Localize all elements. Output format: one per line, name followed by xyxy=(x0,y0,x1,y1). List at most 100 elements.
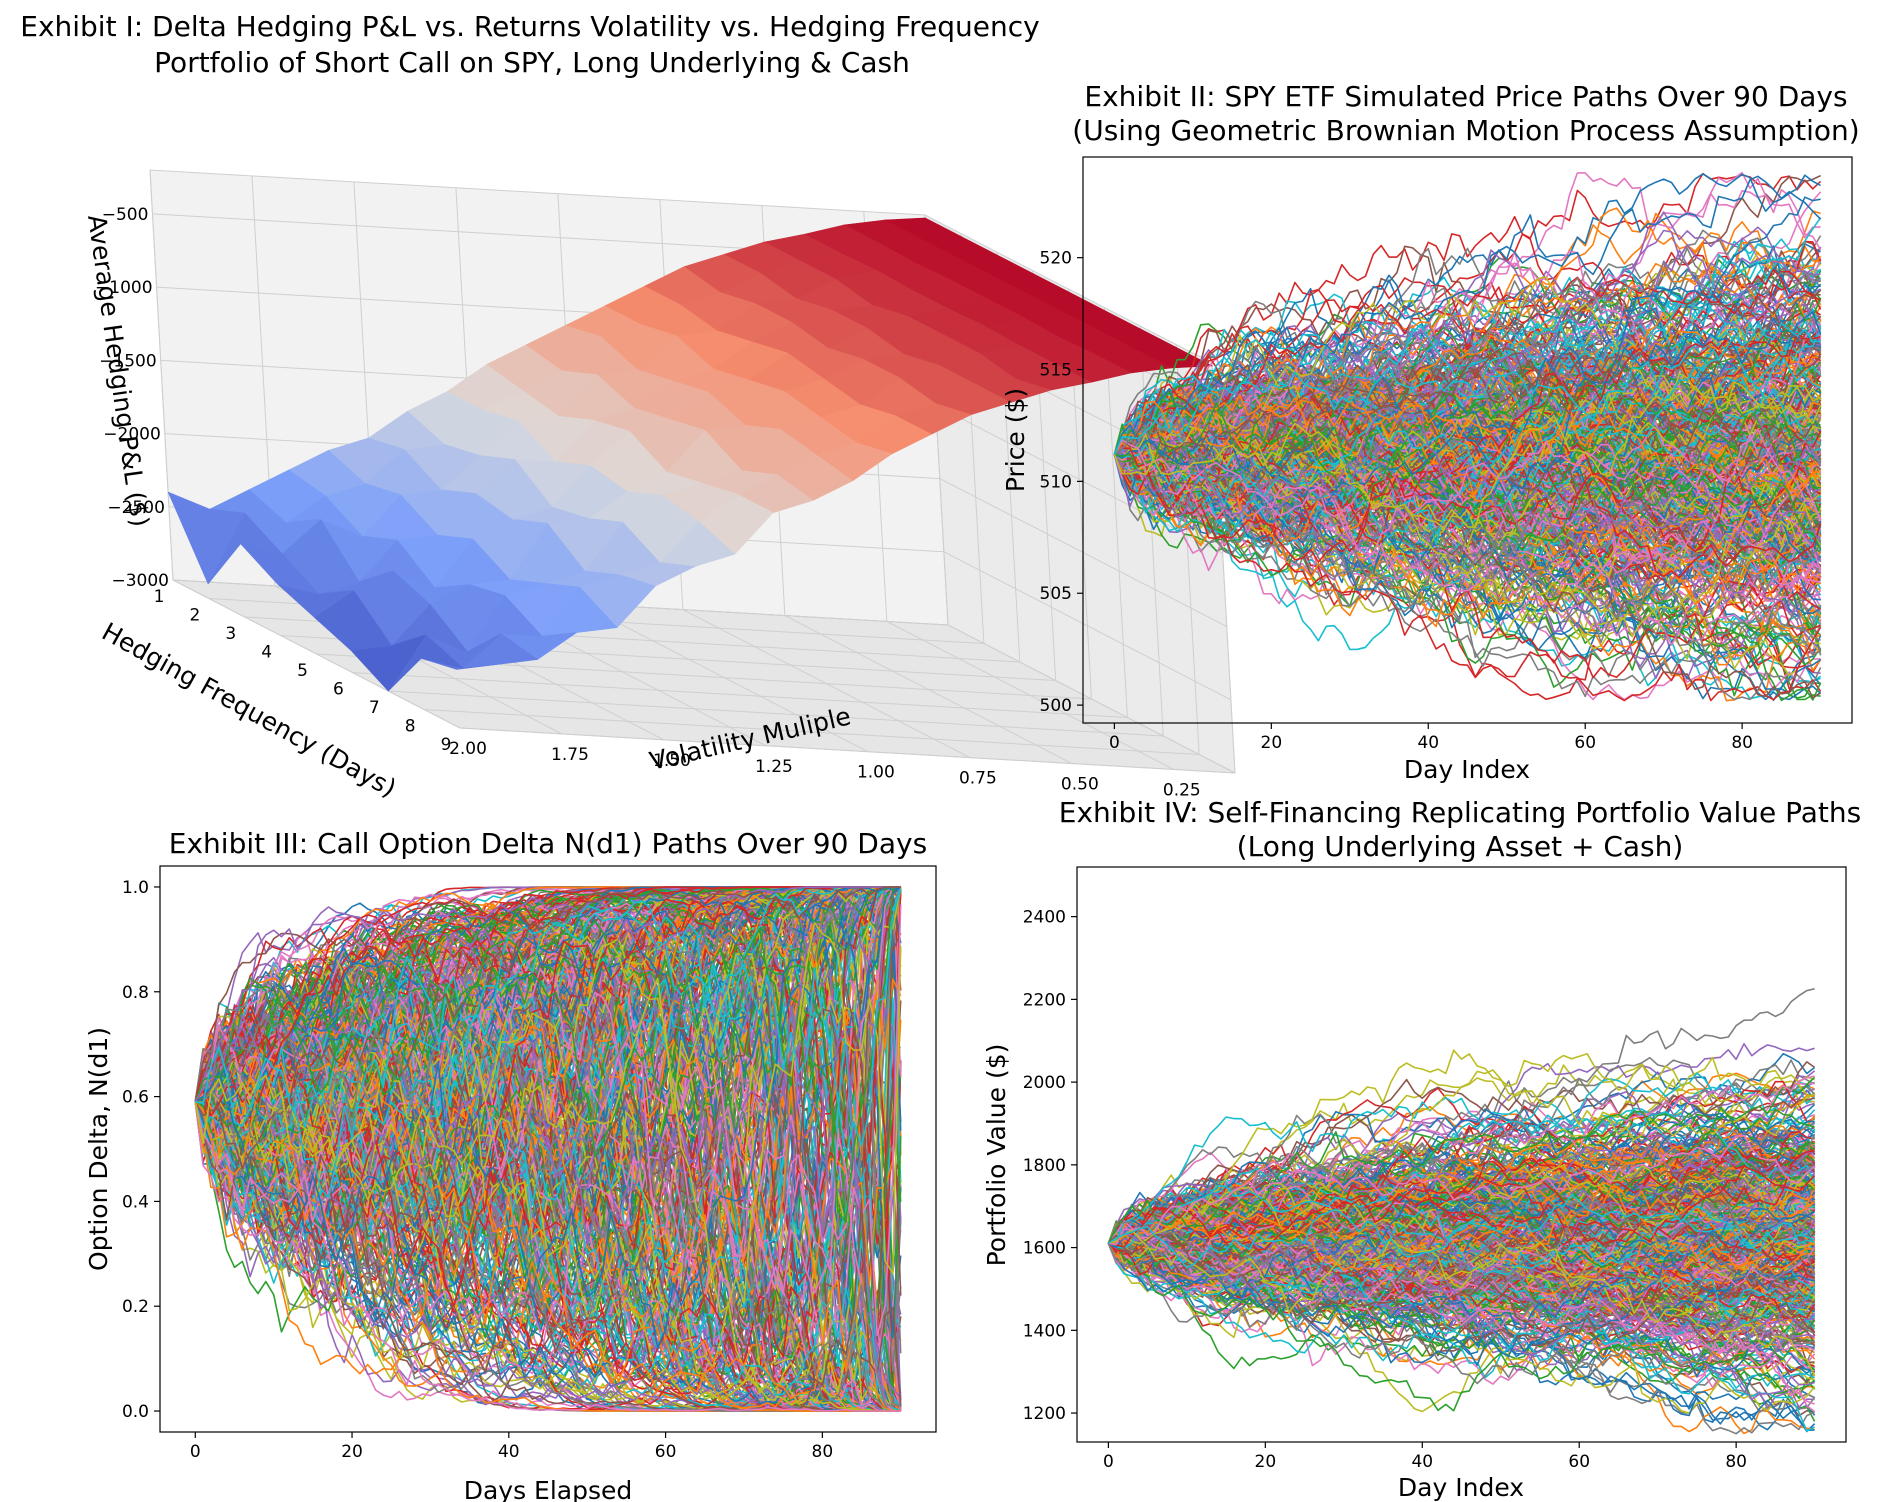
series-line xyxy=(1107,1133,1816,1258)
exhibit3-xlabel: Days Elapsed xyxy=(464,1476,633,1502)
exhibit3-line-chart: Exhibit III: Call Option Delta N(d1) Pat… xyxy=(84,827,937,1502)
y-tick-label: 1.00 xyxy=(857,763,895,783)
y-tick-label: 520 xyxy=(1040,249,1072,269)
series-line xyxy=(1108,1049,1815,1245)
series-line xyxy=(1113,322,1821,455)
series-line xyxy=(1108,1160,1815,1284)
series-line xyxy=(1107,1148,1815,1250)
series-line xyxy=(1108,1242,1815,1385)
series-line xyxy=(194,886,901,1307)
series-line xyxy=(1108,1097,1816,1245)
series-line xyxy=(195,1029,901,1407)
exhibit4-line-chart: Exhibit IV: Self-Financing Replicating P… xyxy=(982,796,1861,1502)
series-line xyxy=(194,1101,901,1412)
series-line xyxy=(195,886,901,1150)
z-tick-label: −3000 xyxy=(111,571,169,591)
exhibit4-ticks: 0 20 40 60 80 1200 1400 1600 1800 2000 2200 2400 xyxy=(1023,908,1747,1472)
grid-line xyxy=(388,690,1164,737)
y-tick-label: 1.75 xyxy=(551,745,589,765)
series-line xyxy=(194,886,901,1103)
grid-line xyxy=(149,169,174,581)
exhibit3-ylabel: Option Delta, N(d1) xyxy=(84,1027,113,1271)
grid-line xyxy=(1139,325,1164,737)
x-tick-label: 8 xyxy=(405,717,416,737)
x-tick-label: 80 xyxy=(1731,733,1753,753)
exhibit4-subtitle: (Long Underlying Asset + Cash) xyxy=(1237,830,1684,863)
z-tick-label: −2000 xyxy=(103,425,161,445)
series-line xyxy=(194,1041,901,1412)
y-tick-label: 515 xyxy=(1040,361,1072,381)
series-line xyxy=(1107,1194,1815,1269)
series-line xyxy=(194,886,901,1151)
exhibit1-surface-chart: Exhibit I: Delta Hedging P&L vs. Returns… xyxy=(20,10,1236,803)
series-line xyxy=(194,1101,901,1412)
y-tick-label: 0.75 xyxy=(959,769,997,789)
x-tick-label: 40 xyxy=(1411,1452,1433,1472)
x-tick-label: 9 xyxy=(441,735,452,755)
series-line xyxy=(1107,1234,1816,1343)
exhibit2-line-chart: Exhibit II: SPY ETF Simulated Price Path… xyxy=(1001,80,1860,784)
series-line xyxy=(1114,358,1822,477)
series-line xyxy=(1108,1201,1815,1263)
series-line xyxy=(194,886,902,1118)
series-line xyxy=(1113,407,1822,557)
series-line xyxy=(194,886,901,1148)
exhibit1-subtitle: Portfolio of Short Call on SPY, Long Und… xyxy=(154,46,910,79)
z-tick-label: −2500 xyxy=(107,498,165,518)
series-line xyxy=(1107,1075,1815,1257)
series-line xyxy=(1107,1147,1816,1271)
x-tick-label: 20 xyxy=(1255,1452,1277,1472)
series-line xyxy=(194,886,901,1117)
series-line xyxy=(1114,449,1822,702)
exhibit4-plot-frame xyxy=(1076,866,1847,1443)
exhibit2-series-lines xyxy=(1113,171,1822,702)
series-line xyxy=(1108,1076,1816,1245)
y-tick-label: 2200 xyxy=(1023,990,1066,1010)
series-line xyxy=(1113,428,1822,556)
x-tick-label: 80 xyxy=(812,1442,834,1462)
series-line xyxy=(194,886,901,1403)
x-tick-label: 2 xyxy=(189,606,200,626)
series-line xyxy=(1108,1185,1815,1276)
series-line xyxy=(195,1082,901,1412)
y-tick-label: 1.50 xyxy=(653,751,691,771)
series-line xyxy=(1114,352,1822,538)
series-line xyxy=(194,886,901,1349)
y-tick-label: 1400 xyxy=(1023,1321,1066,1341)
y-tick-label: 1600 xyxy=(1023,1239,1066,1259)
exhibit4-series-lines xyxy=(1107,988,1816,1435)
series-line xyxy=(1113,311,1821,474)
exhibit4-title: Exhibit IV: Self-Financing Replicating P… xyxy=(1059,796,1861,829)
grid-line xyxy=(459,727,1236,774)
x-tick-label: 60 xyxy=(1574,733,1596,753)
series-line xyxy=(194,953,901,1412)
series-line xyxy=(1107,1107,1815,1244)
surface-facet xyxy=(167,491,246,585)
series-line xyxy=(194,904,902,1342)
x-tick-label: 3 xyxy=(225,624,236,644)
series-line xyxy=(1107,1209,1816,1295)
exhibit3-ticks: 0 20 40 60 80 0.0 0.2 0.4 0.6 0.8 1.0 xyxy=(122,878,833,1462)
series-line xyxy=(1108,1086,1816,1245)
series-line xyxy=(1108,1165,1816,1251)
exhibit3-plot-frame xyxy=(159,865,937,1433)
exhibit1-ticks: 1 2 3 4 5 6 7 8 92.00 1.75 1.50 1.25 1.00 0.75 0.50 0.2… xyxy=(95,205,1201,801)
x-tick-label: 80 xyxy=(1725,1452,1747,1472)
exhibit4-ylabel: Portfolio Value ($) xyxy=(982,1044,1011,1267)
series-line xyxy=(194,1061,901,1412)
series-line xyxy=(1113,447,1822,579)
series-line xyxy=(1107,1164,1815,1257)
series-line xyxy=(195,886,901,1212)
series-line xyxy=(1113,276,1822,459)
series-line xyxy=(194,973,901,1412)
series-line xyxy=(194,944,902,1395)
series-line xyxy=(1107,1061,1816,1255)
series-line xyxy=(194,886,901,1172)
series-line xyxy=(1107,1185,1816,1287)
series-line xyxy=(1113,366,1822,463)
exhibit2-subtitle: (Using Geometric Brownian Motion Process… xyxy=(1072,114,1859,147)
x-tick-label: 20 xyxy=(341,1442,363,1462)
series-line xyxy=(1108,1242,1816,1412)
series-line xyxy=(194,886,901,1151)
series-line xyxy=(194,1073,901,1412)
